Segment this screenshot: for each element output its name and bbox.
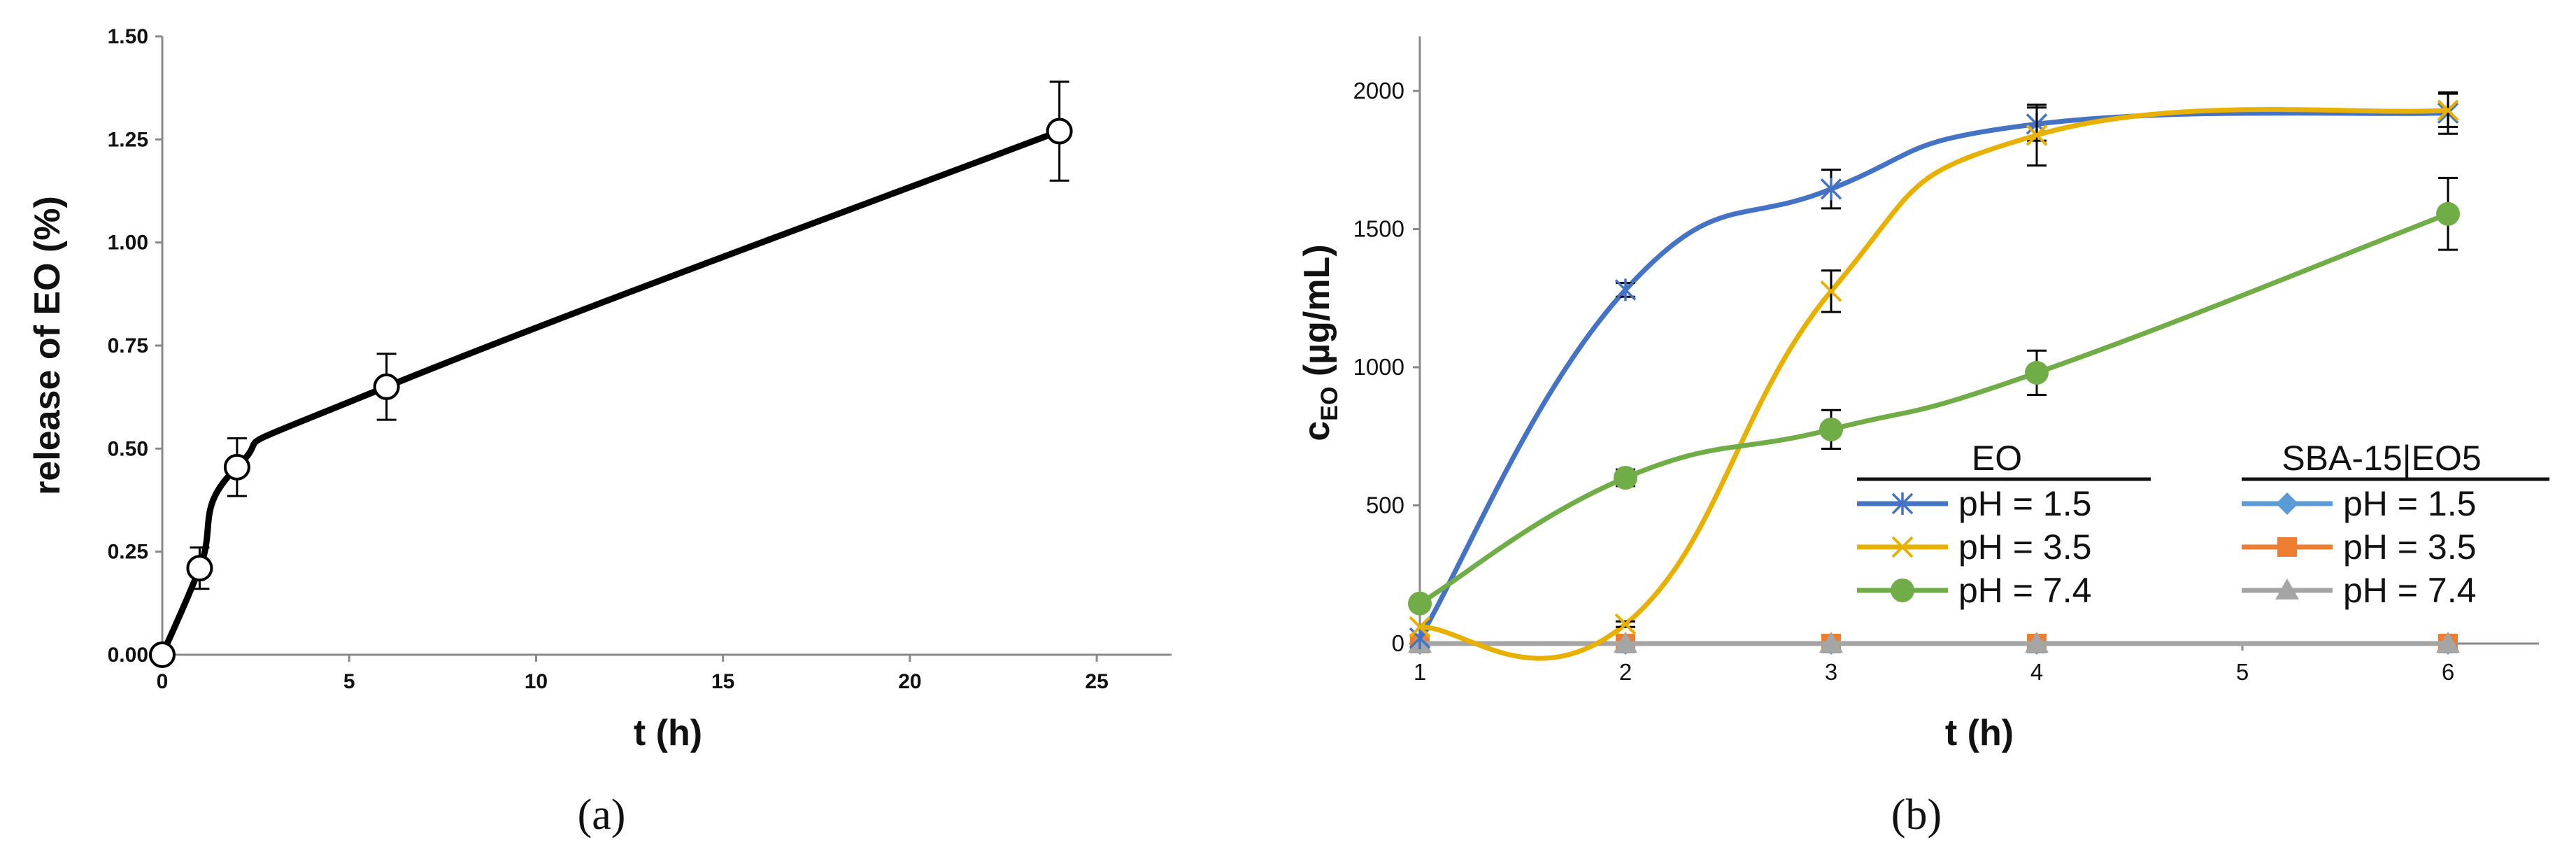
chart-b-legend-label: pH = 7.4 (2343, 571, 2476, 610)
chart-b-data-point (1614, 466, 1637, 490)
chart-b-data-point (2025, 632, 2049, 653)
chart-b: 0 500 1000 1500 2000 1 2 3 4 5 6 EO pH = 1.5 pH = 3… (1297, 36, 2549, 839)
chart-a-x-tick-label: 5 (343, 670, 355, 693)
chart-b-x-tick-label: 3 (1825, 659, 1837, 685)
chart-b-legend-label: pH = 7.4 (1958, 571, 2091, 610)
chart-b-y-axis-label: cEO (µg/mL) (1297, 244, 1343, 441)
chart-b-y-ticks: 0 500 1000 1500 2000 (1353, 78, 1420, 656)
chart-b-y-axis-label-subscript: EO (1316, 387, 1343, 421)
chart-a-series-line (159, 128, 1061, 656)
chart-b-x-tick-label: 1 (1414, 659, 1426, 685)
chart-a-y-tick-label: 1.25 (108, 128, 148, 151)
chart-a: 0.000.250.500.751.001.251.50 0 5 10 15 20 25 … (27, 25, 1172, 839)
chart-a-plot (149, 80, 1073, 668)
chart-a-y-tick-label: 1.00 (108, 232, 148, 255)
chart-b-data-point (1408, 591, 1432, 616)
chart-b-x-tick-label: 5 (2236, 659, 2249, 685)
chart-a-y-axis-label: release of EO (%) (27, 196, 68, 495)
chart-b-legend-label: pH = 1.5 (2343, 484, 2476, 523)
chart-b-legend-swatch-marker (2275, 578, 2299, 599)
chart-b-data-point (2436, 201, 2460, 226)
chart-a-data-point (223, 453, 250, 481)
chart-b-caption: (b) (1891, 791, 1942, 839)
chart-b-x-tick-label: 4 (2030, 659, 2043, 685)
chart-b-legend-label: pH = 3.5 (1958, 527, 2091, 567)
chart-b-legend: EO pH = 1.5 pH = 3.5 pH = 7.4 SBA-15|EO5 pH =… (1857, 439, 2549, 610)
chart-b-y-tick-label: 1000 (1353, 354, 1404, 380)
chart-b-legend-group-title: SBA-15|EO5 (2282, 439, 2481, 478)
chart-b-y-axis-label-symbol: c (1297, 421, 1337, 441)
chart-a-caption: (a) (578, 791, 626, 839)
chart-a-y-tick-label: 0.75 (108, 334, 148, 357)
chart-b-legend-group-title: EO (1972, 439, 2022, 478)
chart-b-data-point (1614, 613, 1637, 635)
chart-b-legend-label: pH = 3.5 (2343, 527, 2476, 567)
chart-b-legend-swatch-marker (1891, 578, 1914, 602)
chart-b-legend-swatch-marker (2276, 492, 2298, 515)
chart-b-data-point (1820, 280, 1842, 302)
chart-b-series-line (1419, 107, 2449, 661)
chart-b-legend-label: pH = 1.5 (1958, 484, 2091, 523)
chart-b-x-tick-label: 2 (1619, 659, 1632, 685)
chart-b-series-line (1418, 211, 2449, 606)
chart-a-x-tick-label: 15 (711, 670, 734, 693)
chart-b-data-point (1614, 278, 1637, 301)
chart-b-data-point (2025, 360, 2049, 385)
chart-a-data-point (149, 641, 176, 668)
chart-a-data-point (186, 555, 213, 582)
chart-a-x-tick-label: 10 (525, 670, 548, 693)
chart-a-x-axis-label: t (h) (634, 713, 702, 753)
chart-b-x-tick-label: 6 (2442, 659, 2454, 685)
chart-b-y-tick-label: 0 (1392, 630, 1404, 656)
chart-a-y-tick-label: 0.50 (108, 437, 148, 460)
chart-b-legend-swatch-marker (2277, 537, 2297, 557)
chart-a-y-ticks: 0.00 0.25 0.50 0.75 1.00 1.25 1.50 (108, 25, 162, 667)
chart-a-y-tick-label: 1.50 (108, 25, 148, 48)
chart-b-x-ticks: 1 2 3 4 5 6 (1414, 644, 2454, 685)
chart-b-y-tick-label: 500 (1366, 492, 1404, 518)
chart-b-legend-swatch-marker (1891, 536, 1914, 558)
chart-b-y-tick-label: 1500 (1353, 216, 1404, 242)
chart-a-x-tick-label: 0 (157, 670, 169, 693)
chart-b-x-axis-label: t (h) (1945, 713, 2014, 753)
chart-a-x-tick-label: 20 (898, 670, 921, 693)
chart-b-data-point (2437, 99, 2459, 122)
chart-a-x-tick-label: 25 (1085, 670, 1108, 693)
chart-a-data-point (373, 373, 400, 400)
chart-b-legend-swatch-marker (1891, 492, 1914, 515)
chart-a-x-ticks: 0 5 10 15 20 25 (157, 655, 1109, 693)
chart-b-data-point (1819, 417, 1843, 441)
chart-b-data-point (1409, 627, 1431, 650)
chart-b-y-axis-label-unit: (µg/mL) (1297, 244, 1337, 386)
chart-b-data-point (1820, 178, 1842, 201)
chart-a-data-point (1046, 118, 1073, 145)
chart-b-y-tick-label: 2000 (1353, 78, 1404, 104)
chart-b-data-point (1819, 632, 1843, 653)
chart-b-data-point (1614, 632, 1637, 653)
chart-b-data-point (2026, 124, 2048, 146)
chart-a-y-tick-label: 0.25 (108, 541, 148, 564)
chart-b-plot (1408, 91, 2460, 661)
chart-b-data-point (1409, 616, 1431, 638)
chart-b-series-line (1417, 111, 2449, 639)
chart-a-y-tick-label: 0.00 (108, 644, 148, 667)
chart-b-data-point (2436, 632, 2460, 653)
chart-a-axes (161, 36, 1172, 656)
